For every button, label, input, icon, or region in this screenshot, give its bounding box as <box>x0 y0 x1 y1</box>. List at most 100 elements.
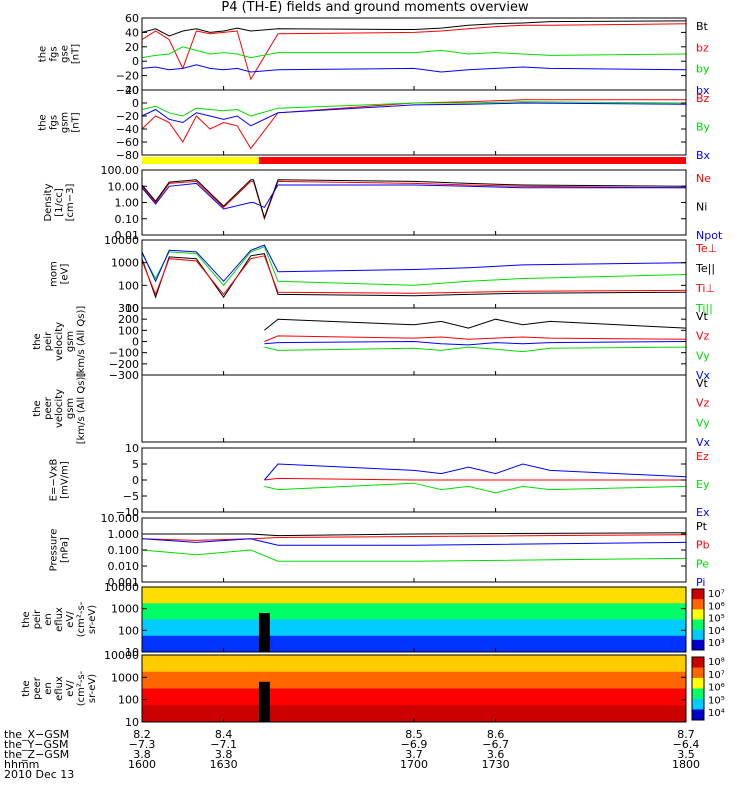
ytick-label: 0.01 <box>115 229 140 242</box>
panel-4: mom [eV] 10000 1000 100 10 Te⊥ Te|| Ti⊥ Ti|| <box>49 234 718 315</box>
spectrogram-gap <box>258 613 270 652</box>
series-Vy <box>264 346 687 353</box>
ylabel-line: gse <box>60 45 71 63</box>
legend-Pe: Pe <box>696 557 709 570</box>
ytick-label: 20 <box>125 41 139 54</box>
legend-Vz: Vz <box>696 397 710 410</box>
axis-row-value: 8.6 <box>487 728 505 741</box>
ylabel-line: sr-eV) <box>87 674 98 703</box>
mode-bar-fast <box>258 157 686 164</box>
panel-3: Density [1/cc] [cm−3] 100.00 10.00 1.00 0.10 0.… <box>43 164 723 242</box>
axis-row-value: 3.6 <box>487 748 505 761</box>
ytick-label: 200 <box>118 313 139 326</box>
ytick-label: 10.00 <box>108 180 140 193</box>
legend-Vt: Vt <box>696 310 709 323</box>
series-Npot <box>141 182 686 210</box>
series-Vz <box>264 335 687 342</box>
colorbar-frame <box>691 588 705 651</box>
ytick-label: 100 <box>118 624 139 637</box>
legend-Ti||: Ti|| <box>695 302 713 315</box>
spectrogram-band <box>142 671 686 689</box>
axis-row-value: 3.8 <box>215 748 233 761</box>
series-Ti|| <box>141 246 687 287</box>
series-Pt <box>142 532 687 537</box>
legend-Bt: Bt <box>696 20 709 33</box>
series-By <box>141 101 687 117</box>
legend-Vx: Vx <box>696 369 711 382</box>
series-Vt <box>264 318 687 331</box>
spectrogram-band <box>142 587 686 604</box>
ytick-label: −200 <box>109 358 139 371</box>
colorbar-label: 10⁸ <box>708 657 725 668</box>
legend-Vt: Vt <box>696 377 709 390</box>
colorbar-label: 10⁴ <box>708 626 725 637</box>
legend-Te⊥: Te⊥ <box>695 242 717 255</box>
ytick-label: 0 <box>132 97 139 110</box>
ylabel-line: [km/s (All Qs)] <box>76 306 87 378</box>
ylabel-line: en <box>43 682 54 695</box>
ylabel-line: fgs <box>49 46 60 61</box>
panel-frame <box>141 374 687 443</box>
ylabel-line: eflux <box>54 607 65 632</box>
axis-row-value: 1630 <box>210 758 238 771</box>
legend-Bz: Bz <box>696 92 710 105</box>
ytick-label: 100 <box>118 279 139 292</box>
ylabel-line: velocity <box>54 322 65 361</box>
mode-bar-slow <box>142 157 259 164</box>
ytick-label: 10 <box>125 302 139 315</box>
series-Ez <box>264 477 686 481</box>
colorbar-segment <box>692 678 704 689</box>
panel-frame <box>141 17 687 91</box>
spectrogram-band <box>142 603 686 620</box>
series-Bt <box>141 20 687 37</box>
colorbar-label: 10⁵ <box>708 695 725 706</box>
axis-row-value: −6.4 <box>673 738 700 751</box>
legend-Ey: Ey <box>696 478 710 491</box>
ylabel-line: Pressure <box>49 529 60 572</box>
ylabel-line: the <box>38 46 49 62</box>
ylabel-line: [cm−3] <box>65 184 76 222</box>
ylabel-line: eflux <box>54 676 65 701</box>
colorbar-segment <box>692 709 704 721</box>
colorbar-segment <box>692 599 704 610</box>
ytick-label: −300 <box>109 369 139 382</box>
legend-Vy: Vy <box>696 416 710 429</box>
ylabel-line: [nT] <box>71 112 82 132</box>
axis-row-value: 1600 <box>128 758 156 771</box>
series-Bz <box>141 99 686 150</box>
series-Pe <box>141 549 687 562</box>
plot-title: P4 (TH-E) fields and ground moments over… <box>221 0 529 15</box>
ytick-label: 0.010 <box>108 560 140 573</box>
ytick-label: 10.000 <box>101 512 140 525</box>
ylabel-line: eV/ <box>65 680 76 697</box>
ytick-label: 20 <box>125 84 139 97</box>
ylabel-line: the <box>38 114 49 130</box>
panel-8: Pressure [nPa] 10.000 1.000 0.100 0.010 0.001 P… <box>49 512 710 589</box>
ytick-label: −40 <box>116 123 139 136</box>
ylabel-line: the <box>32 333 43 349</box>
axis-row-value: 8.4 <box>215 728 233 741</box>
panel-frame <box>141 517 687 583</box>
legend-bx: bx <box>696 84 710 97</box>
series-bx <box>141 64 687 73</box>
legend-Ez: Ez <box>696 450 709 463</box>
legend-By: By <box>696 121 711 134</box>
legend-Bx: Bx <box>696 149 711 162</box>
ytick-label: 10000 <box>104 649 139 662</box>
colorbar-segment <box>692 609 704 620</box>
colorbar-segment <box>692 667 704 679</box>
axis-row-value: 8.5 <box>405 728 423 741</box>
ytick-label: 0 <box>132 55 139 68</box>
panel-7: E=−VxB [mV/m] 10 5 0 −5 −10 Ez Ey Ex <box>49 442 710 519</box>
spectrogram-band <box>142 619 686 637</box>
legend-Vy: Vy <box>696 349 710 362</box>
ytick-label: 1.00 <box>115 197 140 210</box>
ylabel-line: sr-eV) <box>87 605 98 634</box>
series-Ne <box>141 180 687 221</box>
legend-Te||: Te|| <box>695 262 715 275</box>
panel-5: the peir velocity gsm [km/s (All Qs)] 3002001… <box>32 302 711 382</box>
series-Ey <box>264 482 687 494</box>
series-Pb <box>141 534 687 541</box>
